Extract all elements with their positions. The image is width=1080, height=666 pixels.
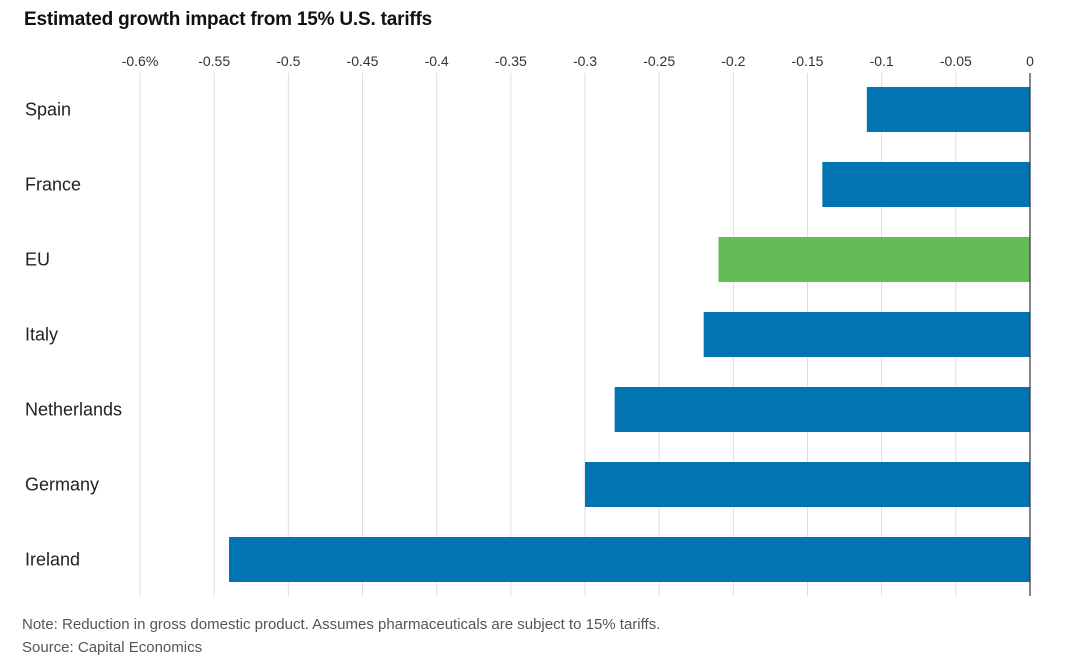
bar-spain [866, 87, 1030, 132]
x-tick-label: -0.55 [198, 53, 230, 69]
x-tick-label: -0.45 [347, 53, 379, 69]
bar-germany [585, 462, 1030, 507]
x-tick-label: -0.35 [495, 53, 527, 69]
category-label: Ireland [25, 550, 80, 570]
category-label: France [25, 175, 81, 195]
category-label: EU [25, 250, 50, 270]
category-label: Italy [25, 325, 58, 345]
bar-ireland [229, 537, 1030, 582]
bars [229, 87, 1030, 582]
x-tick-label: 0 [1026, 53, 1034, 69]
x-tick-label: -0.5 [276, 53, 300, 69]
x-tick-label: -0.2 [721, 53, 745, 69]
chart-source: Source: Capital Economics [22, 639, 203, 656]
x-axis-ticks: -0.6% -0.55 -0.5 -0.45 -0.4 -0.35 -0.3 -0.25 -0.… [122, 53, 1034, 69]
x-tick-label: -0.3 [573, 53, 597, 69]
category-label: Germany [25, 475, 99, 495]
x-tick-label: -0.15 [792, 53, 824, 69]
x-tick-label: -0.4 [425, 53, 449, 69]
chart-note: Note: Reduction in gross domestic produc… [22, 616, 661, 633]
bar-netherlands [614, 387, 1030, 432]
x-tick-label: -0.05 [940, 53, 972, 69]
bar-italy [703, 312, 1030, 357]
chart-title: Estimated growth impact from 15% U.S. ta… [24, 9, 433, 30]
x-tick-label: -0.6% [122, 53, 159, 69]
bar-france [822, 162, 1030, 207]
bar-eu [718, 237, 1030, 282]
category-labels: Spain France EU Italy Netherlands Germany Irel… [25, 100, 122, 570]
category-label: Spain [25, 100, 71, 120]
x-tick-label: -0.1 [870, 53, 894, 69]
category-label: Netherlands [25, 400, 122, 420]
x-tick-label: -0.25 [643, 53, 675, 69]
